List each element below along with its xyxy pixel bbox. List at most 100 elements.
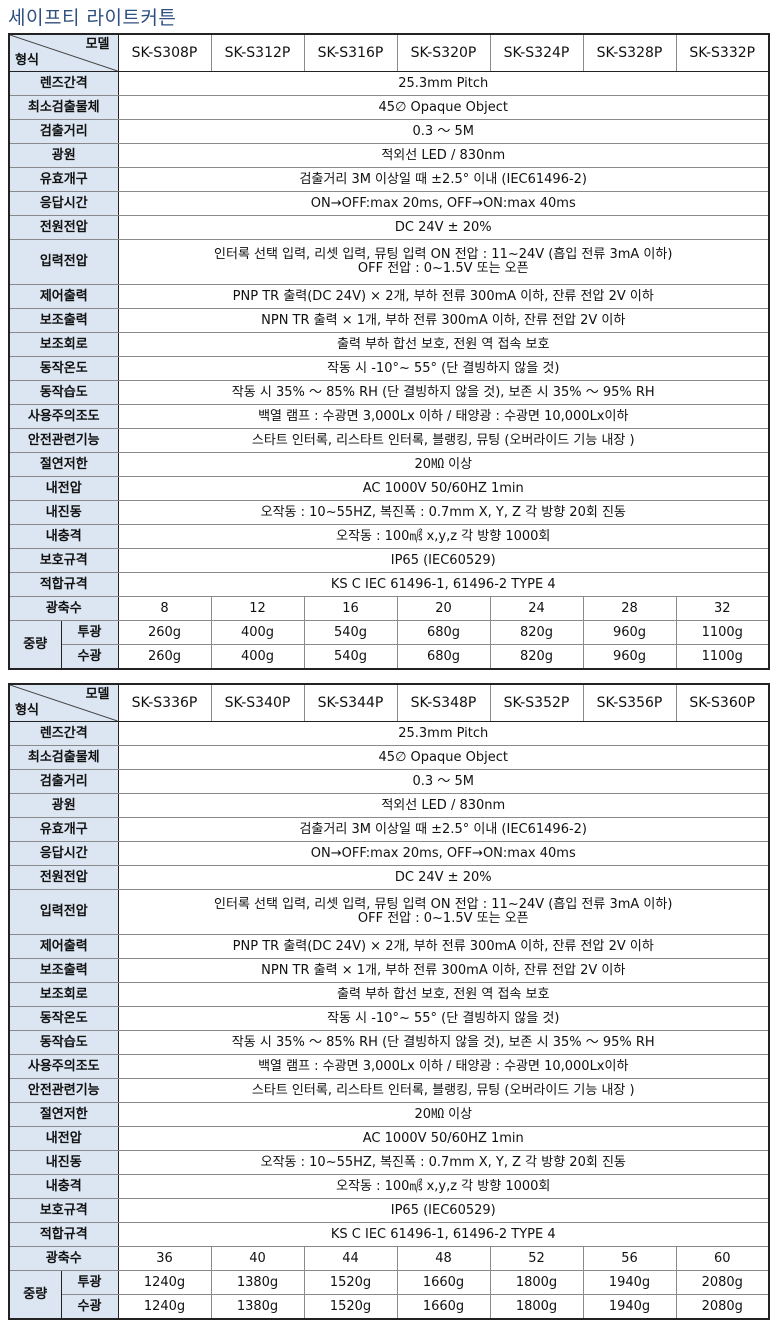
spec-value-text: NPN TR 출력 × 1개, 부하 전류 300mA 이하, 잔류 전압 2V… — [261, 962, 626, 978]
spec-value-text: 작동 시 35% ～ 85% RH (단 결빙하지 않을 것), 보존 시 35… — [231, 1034, 655, 1050]
spec-value-text: 오작동 : 100㎨ x,y,z 각 방향 1000회 — [336, 1178, 551, 1194]
spec-table-1: 모델 형식 SK-S308P SK-S312P SK-S316P SK-S320P SK-S… — [8, 33, 770, 670]
spec-value: PNP TR 출력(DC 24V) × 2개, 부하 전류 300mA 이하, … — [117, 284, 770, 309]
spec-value: 작동 시 -10°~ 55° (단 결빙하지 않을 것) — [117, 356, 770, 381]
emitter-weight: 960g — [582, 620, 677, 645]
receiver-weight: 1100g — [675, 644, 770, 670]
spec-row: 입력전압 인터록 선택 입력, 리셋 입력, 뮤팅 입력 ON 전압 : 11~2… — [8, 889, 770, 935]
spec-table-2: 모델 형식 SK-S336P SK-S340P SK-S344P SK-S348P SK-S… — [8, 683, 770, 1320]
axis-count: 28 — [582, 596, 677, 621]
spec-row: 유효개구 검출거리 3M 이상일 때 ±2.5° 이내 (IEC61496-2) — [8, 817, 770, 842]
spec-label: 입력전압 — [8, 239, 119, 285]
receiver-weight: 1660g — [396, 1294, 491, 1320]
spec-row: 내전압 AC 1000V 50/60HZ 1min — [8, 1126, 770, 1151]
spec-row: 렌즈간격 25.3mm Pitch — [8, 721, 770, 746]
spec-value: PNP TR 출력(DC 24V) × 2개, 부하 전류 300mA 이하, … — [117, 934, 770, 959]
spec-label: 제어출력 — [8, 934, 119, 959]
spec-value: NPN TR 출력 × 1개, 부하 전류 300mA 이하, 잔류 전압 2V… — [117, 958, 770, 983]
spec-value-text: 스타트 인터록, 리스타트 인터록, 블랭킹, 뮤팅 (오버라이드 기능 내장 … — [251, 1082, 635, 1098]
receiver-label: 수광 — [60, 644, 119, 670]
spec-row: 사용주의조도 백열 램프 : 수광면 3,000Lx 이하 / 태양광 : 수광면… — [8, 404, 770, 429]
spec-row: 보호규격 IP65 (IEC60529) — [8, 1198, 770, 1223]
spec-label: 절연저한 — [8, 1102, 119, 1127]
spec-label: 검출거리 — [8, 769, 119, 794]
emitter-weight: 1520g — [303, 1270, 398, 1295]
model-name: SK-S316P — [303, 33, 398, 72]
spec-value: DC 24V ± 20% — [117, 865, 770, 890]
spec-value-text: IP65 (IEC60529) — [390, 552, 496, 568]
spec-label: 광원 — [8, 143, 119, 168]
spec-value-text: ON→OFF:max 20ms, OFF→ON:max 40ms — [310, 845, 576, 861]
weight-emitter-row: 중량 투광 1240g 1380g 1520g 1660g 1800g 1940g 2080g — [8, 1270, 770, 1320]
spec-value-text: 0.3 ～ 5M — [412, 123, 474, 139]
type-label: 형식 — [15, 53, 39, 68]
spec-row: 최소검출물체 45∅ Opaque Object — [8, 95, 770, 120]
header-corner: 모델 형식 — [8, 33, 119, 72]
emitter-weight: 1800g — [489, 1270, 584, 1295]
spec-label: 적합규격 — [8, 1222, 119, 1247]
spec-label: 최소검출물체 — [8, 95, 119, 120]
axis-count: 12 — [210, 596, 305, 621]
spec-label: 내진동 — [8, 1150, 119, 1175]
spec-value-text: 25.3mm Pitch — [398, 75, 489, 91]
spec-value-text: 출력 부하 합선 보호, 전원 역 접속 보호 — [337, 336, 550, 352]
diagonal-line — [10, 685, 118, 721]
spec-value: 적외선 LED / 830nm — [117, 793, 770, 818]
spec-label: 내진동 — [8, 500, 119, 525]
spec-value: 작동 시 35% ～ 85% RH (단 결빙하지 않을 것), 보존 시 35… — [117, 1030, 770, 1055]
axis-count: 20 — [396, 596, 491, 621]
spec-value-text: 인터록 선택 입력, 리셋 입력, 뮤팅 입력 ON 전압 : 11~24V (… — [214, 897, 673, 912]
spec-value: 25.3mm Pitch — [117, 721, 770, 746]
weight-receiver-row: 수광 1240g 1380g 1520g 1660g 1800g 1940g 2080g — [9, 1294, 770, 1320]
spec-value: 스타트 인터록, 리스타트 인터록, 블랭킹, 뮤팅 (오버라이드 기능 내장 … — [117, 1078, 770, 1103]
spec-row: 내충격 오작동 : 100㎨ x,y,z 각 방향 1000회 — [8, 1174, 770, 1199]
receiver-weight: 1800g — [489, 1294, 584, 1320]
emitter-weight: 1100g — [675, 620, 770, 645]
spec-row: 응답시간 ON→OFF:max 20ms, OFF→ON:max 40ms — [8, 841, 770, 866]
spec-label: 내전압 — [8, 1126, 119, 1151]
spec-row: 내진동 오작동 : 10~55HZ, 복진폭 : 0.7mm X, Y, Z 각 … — [8, 1150, 770, 1175]
spec-label: 전원전압 — [8, 865, 119, 890]
spec-value: ON→OFF:max 20ms, OFF→ON:max 40ms — [117, 841, 770, 866]
spec-label: 렌즈간격 — [8, 721, 119, 746]
spec-row: 전원전압 DC 24V ± 20% — [8, 215, 770, 240]
spec-value: AC 1000V 50/60HZ 1min — [117, 1126, 770, 1151]
spec-label: 보호규격 — [8, 1198, 119, 1223]
model-name: SK-S356P — [582, 683, 677, 722]
spec-value: 오작동 : 100㎨ x,y,z 각 방향 1000회 — [117, 1174, 770, 1199]
spec-row: 내진동 오작동 : 10~55HZ, 복진폭 : 0.7mm X, Y, Z 각 … — [8, 500, 770, 525]
receiver-weight: 820g — [489, 644, 584, 670]
spec-value-text: AC 1000V 50/60HZ 1min — [362, 1130, 524, 1146]
spec-value-text: 작동 시 35% ～ 85% RH (단 결빙하지 않을 것), 보존 시 35… — [231, 384, 655, 400]
spec-label: 사용주의조도 — [8, 1054, 119, 1079]
model-name: SK-S324P — [489, 33, 584, 72]
spec-value: NPN TR 출력 × 1개, 부하 전류 300mA 이하, 잔류 전압 2V… — [117, 308, 770, 333]
spec-row: 입력전압 인터록 선택 입력, 리셋 입력, 뮤팅 입력 ON 전압 : 11~2… — [8, 239, 770, 285]
spec-value: 0.3 ～ 5M — [117, 119, 770, 144]
spec-label: 동작온도 — [8, 1006, 119, 1031]
emitter-weight: 1380g — [210, 1270, 305, 1295]
spec-label: 동작습도 — [8, 380, 119, 405]
spec-label: 제어출력 — [8, 284, 119, 309]
spec-value: 검출거리 3M 이상일 때 ±2.5° 이내 (IEC61496-2) — [117, 167, 770, 192]
emitter-label: 투광 — [60, 1270, 119, 1295]
axis-count: 24 — [489, 596, 584, 621]
weight-label: 중량 — [8, 1270, 62, 1320]
spec-value-text: PNP TR 출력(DC 24V) × 2개, 부하 전류 300mA 이하, … — [232, 288, 654, 304]
spec-row: 보조출력 NPN TR 출력 × 1개, 부하 전류 300mA 이하, 잔류 전… — [8, 958, 770, 983]
spec-label: 검출거리 — [8, 119, 119, 144]
spec-value-text: 45∅ Opaque Object — [378, 99, 508, 115]
spec-label: 유효개구 — [8, 817, 119, 842]
spec-label: 렌즈간격 — [8, 71, 119, 96]
spec-value: 출력 부하 합선 보호, 전원 역 접속 보호 — [117, 332, 770, 357]
spec-value: 오작동 : 100㎨ x,y,z 각 방향 1000회 — [117, 524, 770, 549]
receiver-weight: 400g — [210, 644, 305, 670]
spec-value-text: 출력 부하 합선 보호, 전원 역 접속 보호 — [337, 986, 550, 1002]
spec-row: 광원 적외선 LED / 830nm — [8, 143, 770, 168]
spec-label: 보호규격 — [8, 548, 119, 573]
spec-row: 보조회로 출력 부하 합선 보호, 전원 역 접속 보호 — [8, 982, 770, 1007]
spec-row: 절연저한 20㏁ 이상 — [8, 452, 770, 477]
spec-label: 절연저한 — [8, 452, 119, 477]
spec-value-text: 45∅ Opaque Object — [378, 749, 508, 765]
spec-value: 오작동 : 10~55HZ, 복진폭 : 0.7mm X, Y, Z 각 방향 … — [117, 1150, 770, 1175]
